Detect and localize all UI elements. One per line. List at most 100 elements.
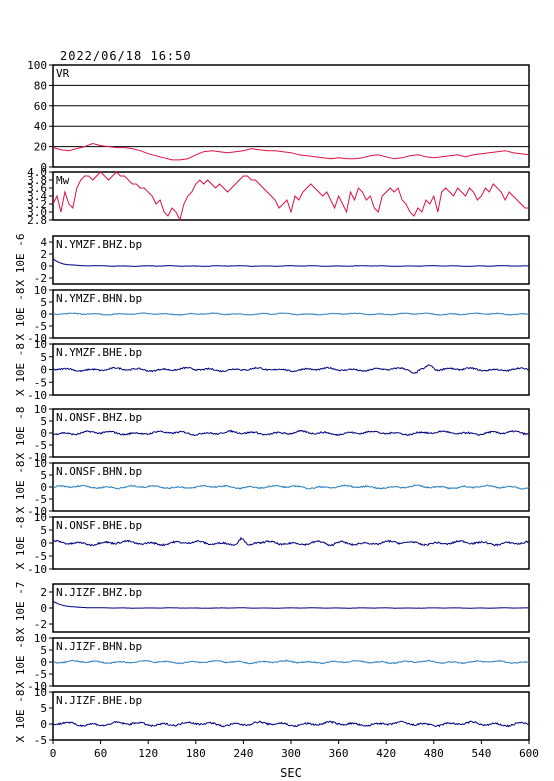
y-tick-label: 0	[40, 481, 47, 494]
trace-mw	[52, 171, 529, 222]
y-axis-label: X 10E -8	[14, 461, 27, 514]
y-tick-label: 5	[40, 415, 47, 428]
y-tick-label: 5	[40, 644, 47, 657]
y-tick-label: 10	[34, 457, 47, 470]
y-tick-label: 2.8	[27, 214, 47, 227]
y-tick-label: 2	[40, 586, 47, 599]
y-tick-label: 0	[40, 427, 47, 440]
panel-mw: 2.83.03.23.43.63.84.0 Mw	[27, 166, 530, 227]
panel-label: N.JIZF.BHZ.bp	[56, 586, 142, 599]
trace-jizf-bhe	[52, 720, 530, 728]
x-tick-label: 120	[138, 747, 158, 760]
panel-label: N.YMZF.BHZ.bp	[56, 238, 142, 251]
panel-label: N.JIZF.BHE.bp	[56, 694, 142, 707]
y-tick-label: -5	[34, 439, 47, 452]
x-tick-label: 60	[94, 747, 107, 760]
panel-frame	[52, 235, 530, 285]
y-tick-label: 0	[40, 364, 47, 377]
y-tick-label: 0	[40, 718, 47, 731]
y-tick-label: -2	[34, 272, 47, 285]
y-tick-label: 10	[34, 511, 47, 524]
panel-label: N.YMZF.BHN.bp	[56, 292, 142, 305]
y-tick-label: -10	[27, 505, 47, 518]
y-tick-label: 0	[40, 161, 47, 174]
y-axis-label: X 10E -8	[14, 407, 27, 460]
x-tick-label: 480	[424, 747, 444, 760]
y-tick-label: 0	[40, 537, 47, 550]
y-tick-label: 60	[34, 100, 47, 113]
y-tick-label: 0	[40, 602, 47, 615]
y-tick-label: -5	[34, 668, 47, 681]
trace-onsf-bhe	[52, 536, 530, 547]
panel-label: N.ONSF.BHN.bp	[56, 465, 142, 478]
y-tick-label: 5	[40, 469, 47, 482]
y-tick-label: 0	[40, 308, 47, 321]
y-tick-label: -5	[34, 734, 47, 747]
y-tick-label: 3.0	[27, 206, 47, 219]
y-tick-label: 3.8	[27, 174, 47, 187]
y-axis-label: X 10E -8	[14, 690, 27, 743]
y-tick-label: -2	[34, 618, 47, 631]
panel-label: N.ONSF.BHE.bp	[56, 519, 142, 532]
y-tick-label: 100	[27, 59, 47, 72]
y-tick-label: 4	[40, 236, 47, 249]
trace-jizf-bhn	[52, 659, 530, 665]
y-tick-label: -10	[27, 563, 47, 576]
y-tick-label: 0	[40, 260, 47, 273]
x-tick-label: 240	[233, 747, 253, 760]
plot-timestamp: 2022/06/18 16:50	[60, 49, 192, 63]
y-axis-label: X 10E -7	[14, 582, 27, 635]
y-tick-label: 20	[34, 141, 47, 154]
trace-ymzf-bhe	[52, 364, 530, 374]
panel-label: Mw	[56, 174, 70, 187]
panel-stack: 020406080100VR2.83.03.23.43.63.84.0Mw-20…	[14, 59, 530, 747]
y-tick-label: -5	[34, 376, 47, 389]
y-tick-label: 3.6	[27, 182, 47, 195]
y-tick-label: 2	[40, 248, 47, 261]
x-tick-label: 600	[519, 747, 539, 760]
x-axis: 0 60 120 180 240 300 360 420 480 540 600	[50, 740, 539, 760]
panel-label: N.JIZF.BHN.bp	[56, 640, 142, 653]
y-tick-label: -5	[34, 550, 47, 563]
y-tick-label: 3.2	[27, 198, 47, 211]
y-tick-label: 5	[40, 524, 47, 537]
trace-vr	[52, 142, 530, 161]
y-tick-label: 10	[34, 686, 47, 699]
trace-onsf-bhz	[52, 429, 530, 437]
y-axis-label: X 10E -8	[14, 288, 27, 341]
trace-ymzf-bhn	[52, 312, 530, 316]
y-tick-label: 4.0	[27, 166, 47, 179]
y-tick-label: 10	[34, 338, 47, 351]
panel-label: N.ONSF.BHZ.bp	[56, 411, 142, 424]
y-tick-label: 5	[40, 296, 47, 309]
trace-jizf-bhz	[52, 600, 529, 609]
y-tick-label: 10	[34, 403, 47, 416]
x-axis-label: SEC	[280, 766, 302, 780]
panel-label: VR	[56, 67, 70, 80]
trace-ymzf-bhz	[52, 258, 529, 267]
panel-jizf-bhz: -2 0 2 X 10E -7 N.JIZF.BHZ.bp	[14, 582, 530, 635]
y-axis-label: X 10E -8	[14, 636, 27, 689]
y-tick-label: 80	[34, 79, 47, 92]
y-tick-label: -10	[27, 332, 47, 345]
y-tick-label: -10	[27, 389, 47, 402]
y-tick-label: 10	[34, 284, 47, 297]
y-tick-label: 40	[34, 120, 47, 133]
y-tick-label: -5	[34, 320, 47, 333]
y-axis-label: X 10E -8	[14, 517, 27, 570]
x-tick-label: 180	[186, 747, 206, 760]
y-tick-label: 0	[40, 656, 47, 669]
y-tick-label: 5	[40, 702, 47, 715]
y-axis-label: X 10E -6	[14, 234, 27, 287]
panel-label: N.YMZF.BHE.bp	[56, 346, 142, 359]
y-tick-label: 5	[40, 351, 47, 364]
y-tick-label: -10	[27, 451, 47, 464]
x-tick-label: 420	[376, 747, 396, 760]
